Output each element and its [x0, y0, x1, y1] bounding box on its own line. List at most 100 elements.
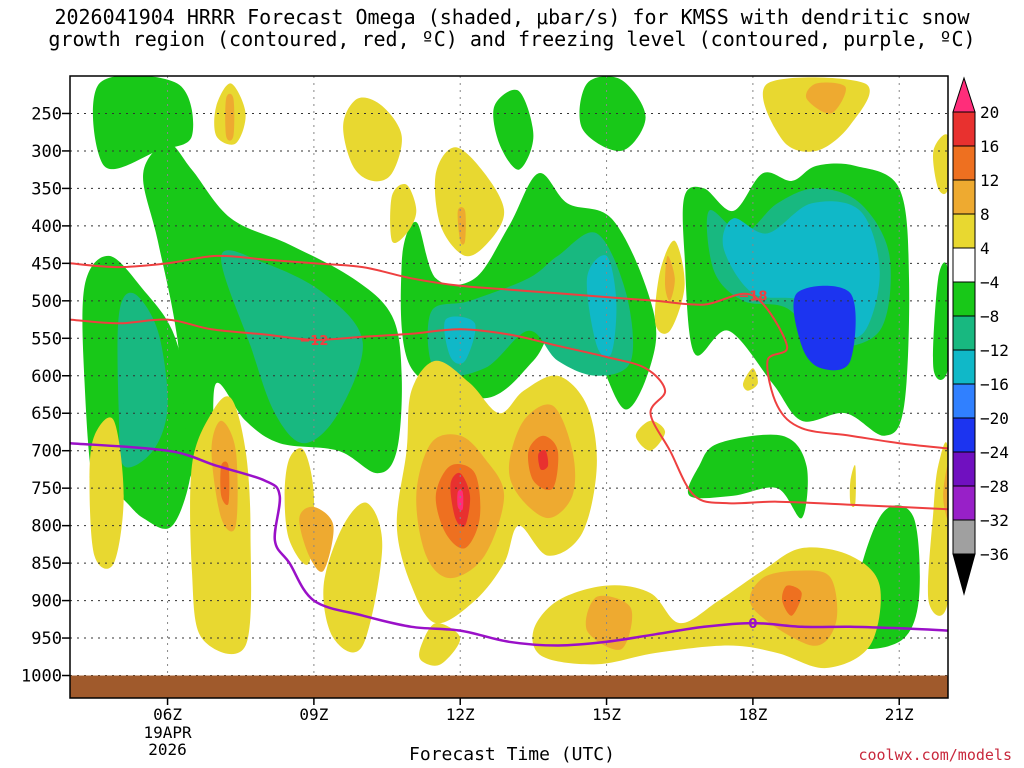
colorbar-label: 16 — [980, 137, 999, 156]
omega-region-m12 — [117, 292, 168, 468]
y-tick-label: 500 — [31, 292, 62, 312]
dgz-contour-label: −18 — [738, 290, 767, 305]
y-tick-label: 450 — [31, 254, 62, 274]
y-tick-label: 950 — [31, 629, 62, 649]
omega-shading — [82, 76, 948, 669]
y-tick-label: 400 — [31, 217, 62, 237]
colorbar-label: 20 — [980, 103, 999, 122]
x-axis-label-text: Forecast Time (UTC) — [409, 744, 615, 765]
freezing-level-contour — [70, 441, 948, 647]
x-tick-label: 06Z — [153, 705, 182, 724]
colorbar-label: −20 — [980, 409, 1009, 428]
colorbar-label: −8 — [980, 307, 999, 326]
y-tick-label: 350 — [31, 179, 62, 199]
credit-text: coolwx.com/models — [858, 746, 1012, 764]
freezing-level-label: 0 — [748, 617, 757, 632]
x-tick-label: 18Z — [738, 705, 767, 724]
colorbar-top-arrow — [952, 76, 976, 113]
colorbar-label: −28 — [980, 477, 1009, 496]
y-tick-label: 750 — [31, 479, 62, 499]
omega-region-m8 — [92, 76, 194, 170]
y-tick-label: 600 — [31, 367, 62, 387]
colorbar-swatch — [952, 485, 976, 521]
colorbar-swatch — [952, 179, 976, 215]
omega-region-p4 — [933, 134, 948, 195]
y-tick-label: 900 — [31, 592, 62, 612]
omega-region-p4 — [742, 368, 758, 391]
omega-region-m20 — [793, 285, 856, 371]
colorbar-label: −36 — [980, 545, 1009, 564]
omega-region-p4 — [323, 502, 383, 653]
omega-region-p8 — [585, 595, 633, 650]
y-tick-label: 300 — [31, 142, 62, 162]
omega-region-p4 — [390, 183, 417, 244]
colorbar-swatch — [952, 213, 976, 249]
omega-region-m12 — [221, 250, 363, 444]
omega-region-m8 — [493, 89, 534, 170]
colorbar-swatch — [952, 519, 976, 555]
omega-region-p4 — [343, 97, 402, 182]
colorbar-swatch — [952, 111, 976, 147]
y-tick-label: 800 — [31, 517, 62, 537]
colorbar-label: 8 — [980, 205, 990, 224]
colorbar: 20 16 12 8 4 −4 −8 −12 −16 −20 −24 −28 −32 −36 — [952, 76, 1009, 596]
omega-region-p16 — [538, 450, 549, 471]
colorbar-label: 12 — [980, 171, 999, 190]
ground-layer — [70, 675, 948, 698]
colorbar-label: −24 — [980, 443, 1009, 462]
omega-region-p4 — [89, 417, 124, 569]
colorbar-label: 4 — [980, 239, 990, 258]
omega-region-p8 — [805, 82, 846, 114]
omega-region-p8 — [299, 506, 334, 572]
x-axis-label: Forecast Time (UTC) — [0, 744, 1024, 765]
omega-region-p8 — [457, 207, 466, 245]
omega-region-p4 — [635, 420, 666, 451]
omega-region-m16 — [444, 316, 476, 364]
omega-region-p4 — [849, 464, 856, 507]
x-tick-label: 15Z — [592, 705, 621, 724]
colorbar-label: −16 — [980, 375, 1009, 394]
colorbar-bottom-arrow — [952, 553, 976, 596]
omega-region-p8 — [665, 255, 675, 301]
x-date-label: 19APR — [143, 723, 192, 742]
omega-region-p20 — [457, 489, 464, 511]
x-tick-label: 21Z — [885, 705, 914, 724]
colorbar-swatch — [952, 247, 976, 283]
title-line-1: 2026041904 HRRR Forecast Omega (shaded, … — [54, 5, 970, 29]
omega-region-m8 — [687, 434, 808, 519]
omega-region-m8 — [579, 76, 646, 152]
title-line-2: growth region (contoured, red, ºC) and f… — [48, 27, 976, 51]
omega-region-m8 — [933, 262, 948, 380]
colorbar-swatch — [952, 349, 976, 385]
colorbar-swatch — [952, 383, 976, 419]
y-tick-label: 550 — [31, 329, 62, 349]
colorbar-label: −12 — [980, 341, 1009, 360]
colorbar-swatch — [952, 145, 976, 181]
omega-region-p4 — [434, 147, 505, 257]
y-axis: 250 300 350 400 450 500 550 600 650 700 750 800 850 9… — [21, 104, 70, 687]
colorbar-swatch — [952, 451, 976, 487]
dgz-contour-label: −12 — [299, 334, 328, 349]
y-tick-label: 850 — [31, 554, 62, 574]
colorbar-swatch — [952, 417, 976, 453]
omega-region-p8 — [943, 465, 948, 519]
x-tick-label: 09Z — [299, 705, 328, 724]
dgz-contour — [70, 254, 948, 450]
plot-frame — [69, 75, 949, 699]
y-tick-label: 700 — [31, 442, 62, 462]
omega-region-m12 — [427, 232, 634, 377]
chart-title: 2026041904 HRRR Forecast Omega (shaded, … — [0, 6, 1024, 50]
x-tick-label: 12Z — [446, 705, 475, 724]
y-tick-label: 1000 — [21, 667, 62, 687]
omega-region-p12 — [220, 461, 230, 506]
y-tick-label: 650 — [31, 404, 62, 424]
colorbar-swatch — [952, 281, 976, 317]
colorbar-label: −32 — [980, 511, 1009, 530]
y-tick-label: 250 — [31, 104, 62, 124]
colorbar-swatch — [952, 315, 976, 351]
colorbar-label: −4 — [980, 273, 999, 292]
omega-region-p4 — [927, 442, 948, 616]
x-date-label: 2026 — [148, 740, 187, 759]
